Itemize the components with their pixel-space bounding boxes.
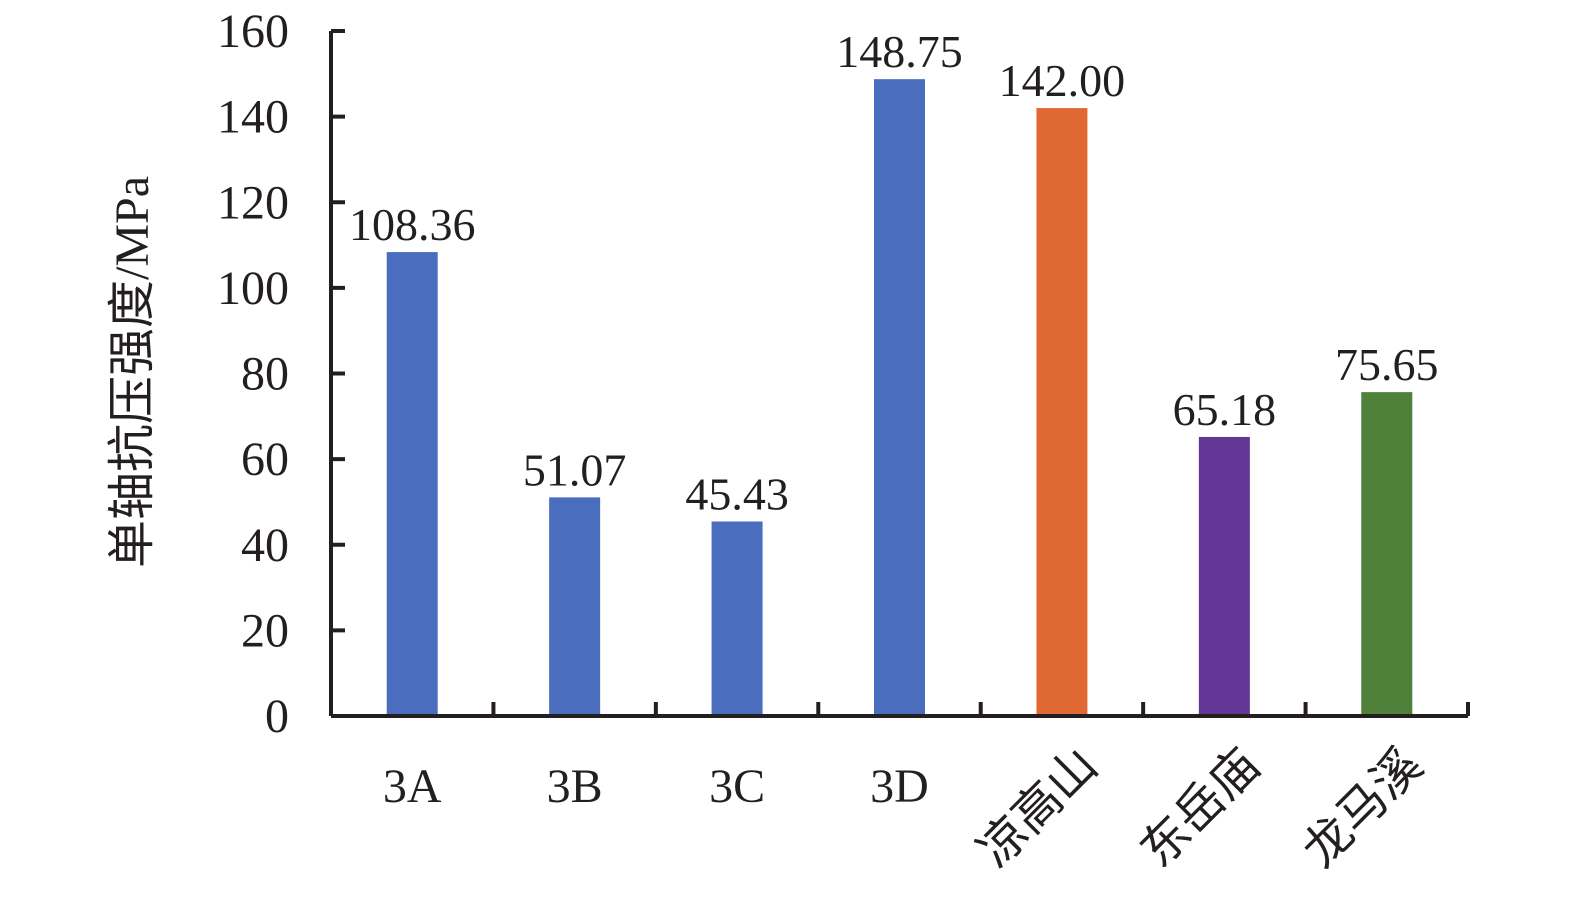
y-axis-title: 单轴抗压强度/MPa (106, 176, 159, 568)
y-tick-label: 40 (241, 519, 289, 572)
x-tick-label: 凉高山 (968, 738, 1107, 877)
x-tick-label: 3B (547, 760, 603, 813)
bars-group: 108.36 51.07 45.43 148.75 142.00 65.18 75.65 (349, 26, 1439, 717)
bar (549, 497, 601, 716)
bar (1361, 392, 1413, 716)
y-tick-label: 60 (241, 433, 289, 486)
data-label: 51.07 (523, 444, 627, 495)
x-tick-label: 3A (383, 760, 442, 813)
y-tick-label: 120 (217, 176, 289, 229)
y-tick-label: 140 (217, 91, 289, 144)
data-label: 75.65 (1335, 339, 1439, 390)
x-axis: 3A 3B 3C 3D 凉高山 东岳庙 龙马溪 (329, 702, 1470, 878)
x-tick-label: 龙马溪 (1293, 738, 1432, 877)
y-tick-label: 20 (241, 604, 289, 657)
data-label: 45.43 (685, 469, 789, 520)
y-tick-label: 160 (217, 5, 289, 58)
data-label: 148.75 (836, 26, 963, 77)
data-label: 108.36 (349, 199, 476, 250)
x-tick-label: 东岳庙 (1131, 738, 1270, 877)
bar (1198, 436, 1250, 716)
bar (1036, 108, 1088, 716)
bar (874, 79, 925, 716)
y-tick-label: 0 (265, 690, 289, 743)
y-tick-label: 80 (241, 348, 289, 401)
data-label: 65.18 (1173, 384, 1277, 435)
y-axis: 0 20 40 60 80 100 120 140 160 (217, 5, 345, 743)
y-tick-label: 100 (217, 262, 289, 315)
bar (386, 252, 438, 717)
x-tick-label: 3D (870, 760, 929, 813)
bar (711, 521, 763, 716)
data-label: 142.00 (999, 55, 1126, 106)
x-tick-label: 3C (709, 760, 765, 813)
